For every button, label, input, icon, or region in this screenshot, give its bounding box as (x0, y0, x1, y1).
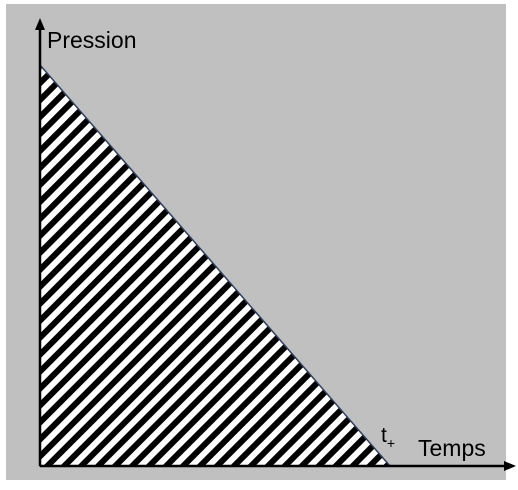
x-axis-label: Temps (418, 435, 486, 461)
t-label-base: t (381, 424, 387, 447)
y-axis-label: Pression (47, 27, 136, 53)
t-label-sub: + (387, 435, 395, 451)
t-label: t+ (381, 424, 395, 451)
y-axis-arrow (35, 18, 45, 30)
x-axis-arrow (504, 461, 516, 471)
